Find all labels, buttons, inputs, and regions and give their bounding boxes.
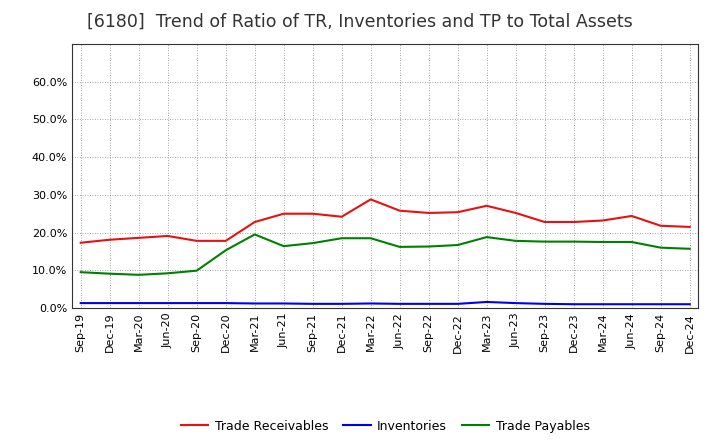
Trade Payables bbox=[685, 246, 694, 251]
Trade Receivables bbox=[657, 223, 665, 228]
Trade Receivables bbox=[163, 233, 172, 238]
Trade Receivables bbox=[279, 211, 288, 216]
Inventories bbox=[135, 301, 143, 306]
Trade Payables bbox=[482, 235, 491, 240]
Line: Inventories: Inventories bbox=[81, 302, 690, 304]
Inventories bbox=[685, 301, 694, 307]
Trade Payables bbox=[192, 268, 201, 273]
Inventories bbox=[395, 301, 404, 307]
Inventories bbox=[221, 301, 230, 306]
Trade Receivables bbox=[308, 211, 317, 216]
Inventories bbox=[424, 301, 433, 307]
Trade Receivables bbox=[627, 213, 636, 219]
Line: Trade Payables: Trade Payables bbox=[81, 235, 690, 275]
Trade Payables bbox=[221, 248, 230, 253]
Inventories bbox=[163, 301, 172, 306]
Inventories bbox=[308, 301, 317, 307]
Trade Payables bbox=[338, 235, 346, 241]
Trade Payables bbox=[541, 239, 549, 244]
Trade Payables bbox=[105, 271, 114, 276]
Trade Payables bbox=[424, 244, 433, 249]
Trade Payables bbox=[251, 232, 259, 237]
Inventories bbox=[482, 299, 491, 304]
Trade Payables bbox=[279, 243, 288, 249]
Trade Payables bbox=[570, 239, 578, 244]
Trade Payables bbox=[511, 238, 520, 243]
Trade Payables bbox=[657, 245, 665, 250]
Trade Payables bbox=[308, 241, 317, 246]
Trade Receivables bbox=[541, 220, 549, 225]
Trade Receivables bbox=[685, 224, 694, 230]
Trade Receivables bbox=[424, 210, 433, 216]
Trade Receivables bbox=[570, 220, 578, 225]
Trade Receivables bbox=[221, 238, 230, 243]
Inventories bbox=[279, 301, 288, 306]
Trade Receivables bbox=[511, 210, 520, 216]
Inventories bbox=[192, 301, 201, 306]
Inventories bbox=[76, 301, 85, 306]
Inventories bbox=[338, 301, 346, 307]
Inventories bbox=[366, 301, 375, 306]
Trade Receivables bbox=[105, 237, 114, 242]
Trade Payables bbox=[163, 271, 172, 276]
Inventories bbox=[251, 301, 259, 306]
Trade Receivables bbox=[251, 220, 259, 225]
Trade Receivables bbox=[366, 197, 375, 202]
Trade Receivables bbox=[135, 235, 143, 241]
Inventories bbox=[105, 301, 114, 306]
Trade Payables bbox=[598, 239, 607, 245]
Trade Receivables bbox=[482, 203, 491, 209]
Trade Payables bbox=[366, 235, 375, 241]
Trade Receivables bbox=[454, 209, 462, 215]
Legend: Trade Receivables, Inventories, Trade Payables: Trade Receivables, Inventories, Trade Pa… bbox=[176, 414, 595, 437]
Trade Receivables bbox=[338, 214, 346, 220]
Trade Receivables bbox=[76, 240, 85, 246]
Inventories bbox=[570, 301, 578, 307]
Line: Trade Receivables: Trade Receivables bbox=[81, 199, 690, 243]
Trade Payables bbox=[627, 239, 636, 245]
Trade Payables bbox=[395, 244, 404, 249]
Inventories bbox=[627, 301, 636, 307]
Trade Payables bbox=[135, 272, 143, 278]
Trade Payables bbox=[76, 270, 85, 275]
Trade Payables bbox=[454, 242, 462, 248]
Inventories bbox=[454, 301, 462, 307]
Trade Receivables bbox=[395, 208, 404, 213]
Text: [6180]  Trend of Ratio of TR, Inventories and TP to Total Assets: [6180] Trend of Ratio of TR, Inventories… bbox=[87, 13, 633, 31]
Inventories bbox=[541, 301, 549, 307]
Trade Receivables bbox=[598, 218, 607, 223]
Inventories bbox=[598, 301, 607, 307]
Inventories bbox=[657, 301, 665, 307]
Trade Receivables bbox=[192, 238, 201, 243]
Inventories bbox=[511, 301, 520, 306]
